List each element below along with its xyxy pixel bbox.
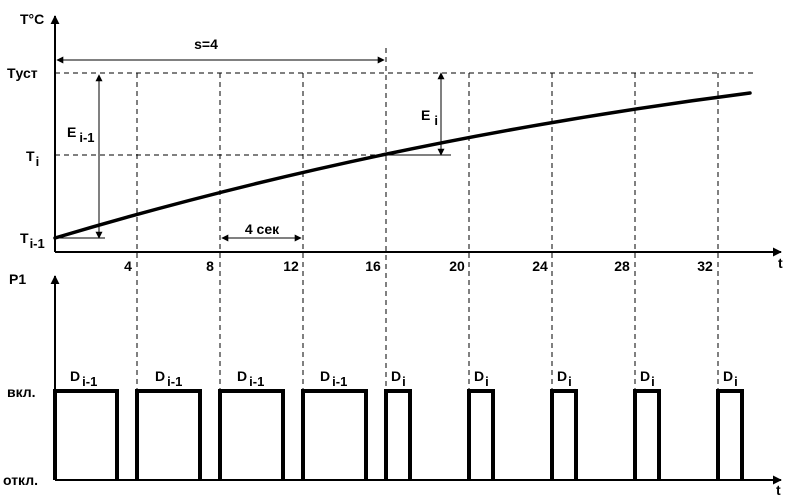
tick-label: 32 xyxy=(697,258,713,274)
tick-label: 28 xyxy=(614,258,630,274)
pulse-label: Di xyxy=(640,368,655,389)
four-sec-label: 4 сек xyxy=(245,221,280,237)
top-x-axis-label: t xyxy=(778,255,783,271)
pulse-label: Di xyxy=(474,368,489,389)
tick-label: 20 xyxy=(449,258,465,274)
pulse-label: Di xyxy=(557,368,572,389)
pulse-label: Di xyxy=(391,368,406,389)
on-level-label: вкл. xyxy=(7,384,36,400)
s-label: s=4 xyxy=(194,36,218,52)
tick-label: 16 xyxy=(365,258,381,274)
ti-label: Ti xyxy=(26,148,39,169)
top-x-ticks: 4 8 12 16 20 24 28 32 xyxy=(124,258,713,274)
tick-label: 4 xyxy=(124,258,132,274)
top-y-axis-label: T°C xyxy=(20,11,44,27)
bottom-x-axis-label: t xyxy=(776,482,781,498)
tick-label: 8 xyxy=(206,258,214,274)
tick-label: 12 xyxy=(283,258,299,274)
tick-label: 24 xyxy=(532,258,548,274)
off-level-label: откл. xyxy=(3,472,38,488)
temperature-curve xyxy=(53,91,752,240)
pwm-signal xyxy=(53,389,744,480)
pulse-label: Di xyxy=(723,368,738,389)
setpoint-label: Tуст xyxy=(7,65,38,81)
bottom-y-axis-label: P1 xyxy=(9,271,26,287)
t-prev-label: Ti-1 xyxy=(20,230,45,251)
